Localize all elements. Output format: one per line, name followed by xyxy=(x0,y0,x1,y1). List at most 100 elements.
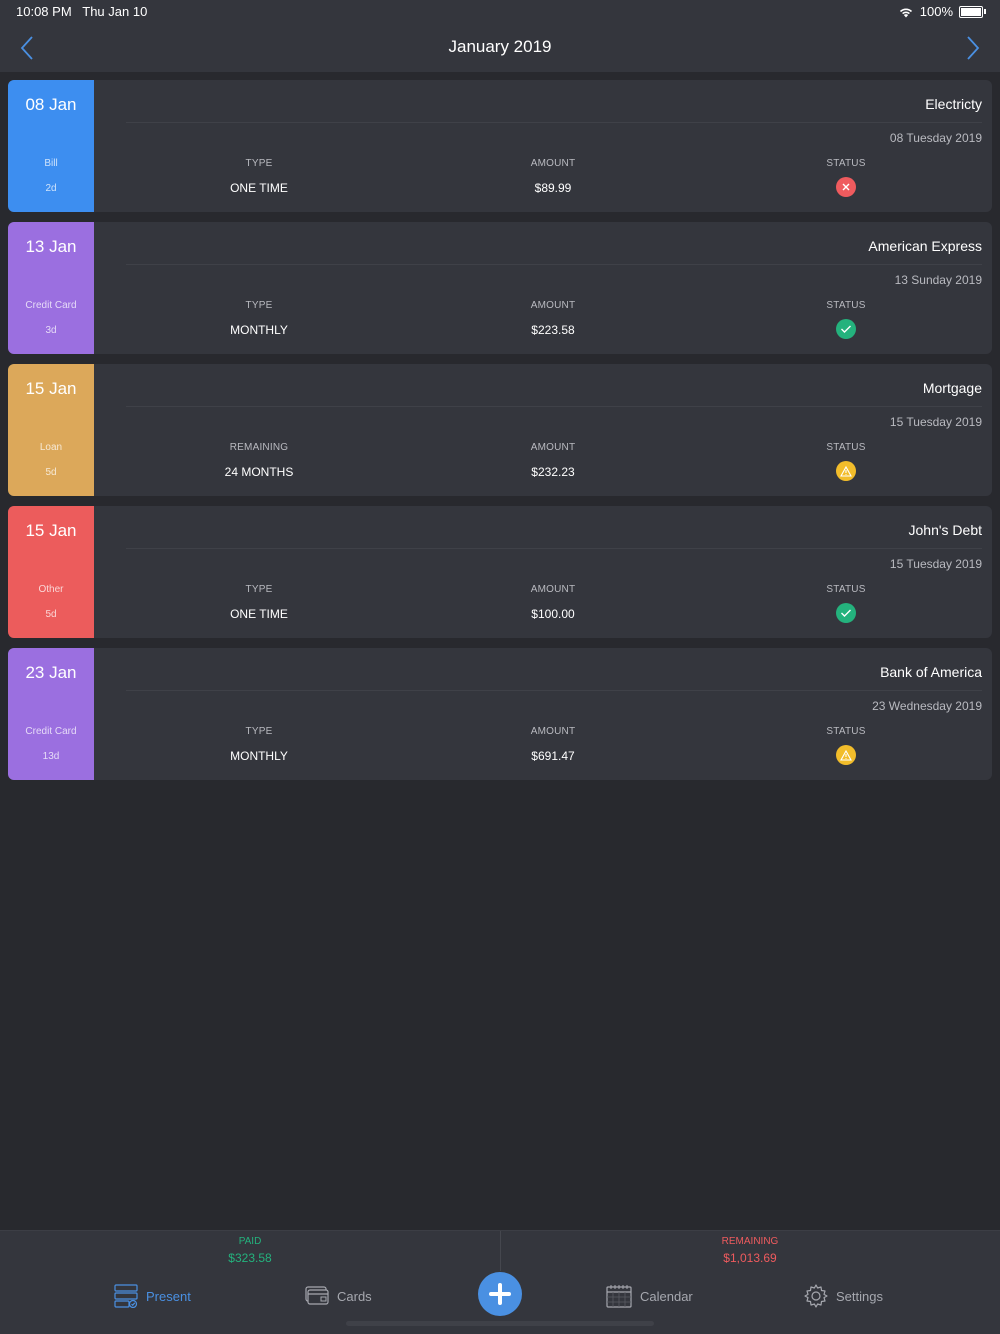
status-label: STATUS xyxy=(826,584,866,595)
bill-card[interactable]: 13 Jan Credit Card 3d American Express 13 Su… xyxy=(8,222,992,354)
bill-card[interactable]: 08 Jan Bill 2d Electricty 08 Tuesday 2019 TYP… xyxy=(8,80,992,212)
bill-category: Bill xyxy=(44,158,58,169)
plus-icon xyxy=(489,1283,511,1305)
status-column: STATUS xyxy=(746,158,946,197)
amount-value: $223.58 xyxy=(531,323,575,337)
bill-date: 23 Jan xyxy=(25,663,77,682)
battery-tip xyxy=(984,9,986,14)
tab-cards[interactable]: Cards xyxy=(305,1283,372,1309)
bill-name: Mortgage xyxy=(922,380,982,396)
bill-category: Credit Card xyxy=(25,726,77,737)
bill-subtitle: 15 Tuesday 2019 xyxy=(889,557,982,571)
paid-summary: PAID $323.58 xyxy=(0,1231,501,1271)
status-failed-icon[interactable] xyxy=(836,177,856,197)
status-column: STATUS xyxy=(746,726,946,765)
bill-card[interactable]: 23 Jan Credit Card 13d Bank of America 23 We… xyxy=(8,648,992,780)
amount-value: $100.00 xyxy=(531,607,575,621)
bill-list: 08 Jan Bill 2d Electricty 08 Tuesday 2019 TYP… xyxy=(8,80,992,790)
type-column: REMAINING 24 MONTHS xyxy=(159,442,359,479)
bill-date: 15 Jan xyxy=(25,379,77,398)
amount-column: AMOUNT $232.23 xyxy=(453,442,653,479)
amount-column: AMOUNT $223.58 xyxy=(453,300,653,337)
bill-name: American Express xyxy=(868,238,982,254)
bill-date-block: 08 Jan Bill 2d xyxy=(8,80,94,212)
bill-days-left: 2d xyxy=(45,183,57,194)
amount-label: AMOUNT xyxy=(530,584,576,595)
type-column: TYPE MONTHLY xyxy=(159,300,359,337)
bill-date-block: 23 Jan Credit Card 13d xyxy=(8,648,94,780)
bill-subtitle: 15 Tuesday 2019 xyxy=(889,415,982,429)
bill-subtitle: 08 Tuesday 2019 xyxy=(889,131,982,145)
bill-card[interactable]: 15 Jan Loan 5d Mortgage 15 Tuesday 2019 REMAI… xyxy=(8,364,992,496)
amount-column: AMOUNT $100.00 xyxy=(453,584,653,621)
summary-bar: PAID $323.58 REMAINING $1,013.69 xyxy=(0,1230,1000,1271)
status-label: STATUS xyxy=(826,158,866,169)
amount-label: AMOUNT xyxy=(530,726,576,737)
tab-label: Cards xyxy=(337,1288,372,1304)
bill-days-left: 13d xyxy=(42,751,60,762)
amount-value: $691.47 xyxy=(531,749,575,763)
status-label: STATUS xyxy=(826,442,866,453)
remaining-label: REMAINING xyxy=(721,1236,779,1247)
amount-column: AMOUNT $691.47 xyxy=(453,726,653,763)
chevron-right-icon[interactable] xyxy=(958,34,986,62)
status-warning-icon[interactable] xyxy=(836,461,856,481)
type-column: TYPE ONE TIME xyxy=(159,584,359,621)
bill-category: Credit Card xyxy=(25,300,77,311)
bill-category: Other xyxy=(38,584,64,595)
type-label: TYPE xyxy=(245,726,273,737)
type-value: MONTHLY xyxy=(230,323,288,337)
status-label: STATUS xyxy=(826,300,866,311)
gear-icon xyxy=(804,1284,828,1308)
tab-present[interactable]: Present xyxy=(114,1283,191,1309)
bill-date-block: 13 Jan Credit Card 3d xyxy=(8,222,94,354)
bill-date-block: 15 Jan Other 5d xyxy=(8,506,94,638)
tab-bar: Present Cards Calendar Settings xyxy=(0,1271,1000,1334)
type-column: TYPE ONE TIME xyxy=(159,158,359,195)
status-column: STATUS xyxy=(746,442,946,481)
bill-date: 15 Jan xyxy=(25,521,77,540)
divider xyxy=(126,690,982,691)
remaining-summary: REMAINING $1,013.69 xyxy=(500,1231,1000,1271)
bill-date: 08 Jan xyxy=(25,95,77,114)
tab-label: Calendar xyxy=(640,1288,693,1304)
type-label: REMAINING xyxy=(229,442,289,453)
bill-card[interactable]: 15 Jan Other 5d John's Debt 15 Tuesday 2019 T… xyxy=(8,506,992,638)
divider xyxy=(126,264,982,265)
amount-label: AMOUNT xyxy=(530,300,576,311)
type-value: ONE TIME xyxy=(230,181,288,195)
bill-name: Bank of America xyxy=(880,664,982,680)
status-paid-icon[interactable] xyxy=(836,319,856,339)
nav-bar: January 2019 xyxy=(0,24,1000,72)
amount-label: AMOUNT xyxy=(530,158,576,169)
status-paid-icon[interactable] xyxy=(836,603,856,623)
status-bar: 10:08 PM Thu Jan 10 100% xyxy=(0,0,1000,24)
bill-subtitle: 13 Sunday 2019 xyxy=(894,273,982,287)
add-button[interactable] xyxy=(478,1272,522,1316)
bill-date: 13 Jan xyxy=(25,237,77,256)
paid-label: PAID xyxy=(238,1236,262,1247)
divider xyxy=(126,548,982,549)
bill-category: Loan xyxy=(39,442,63,453)
type-label: TYPE xyxy=(245,158,273,169)
bill-name: Electricty xyxy=(925,96,982,112)
status-label: STATUS xyxy=(826,726,866,737)
type-value: 24 MONTHS xyxy=(224,465,294,479)
bill-name: John's Debt xyxy=(908,522,983,538)
bill-days-left: 5d xyxy=(45,609,57,620)
status-column: STATUS xyxy=(746,300,946,339)
amount-label: AMOUNT xyxy=(530,442,576,453)
remaining-amount: $1,013.69 xyxy=(723,1251,777,1265)
tab-calendar[interactable]: Calendar xyxy=(606,1283,693,1309)
amount-value: $232.23 xyxy=(531,465,575,479)
chevron-left-icon[interactable] xyxy=(14,34,42,62)
home-indicator xyxy=(346,1321,654,1326)
cards-icon xyxy=(305,1286,329,1305)
status-warning-icon[interactable] xyxy=(836,745,856,765)
divider xyxy=(126,406,982,407)
tab-settings[interactable]: Settings xyxy=(804,1283,883,1309)
battery-percent: 100% xyxy=(919,4,953,19)
type-label: TYPE xyxy=(245,584,273,595)
calendar-icon xyxy=(606,1285,632,1308)
wifi-icon xyxy=(899,8,912,17)
